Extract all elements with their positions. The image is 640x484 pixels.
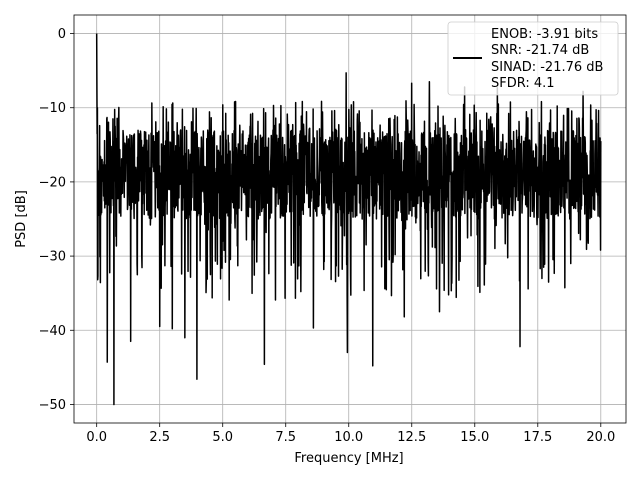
psd-series-line: [95, 33, 602, 406]
legend-box: [447, 21, 619, 96]
y-tick-label: 0: [58, 27, 66, 42]
x-tick-label: 5.0: [212, 430, 233, 445]
y-axis-label: PSD [dB]: [14, 190, 29, 248]
y-tick-label: −30: [39, 250, 66, 265]
x-tick-label: 2.5: [149, 430, 170, 445]
x-tick-label: 20.0: [586, 430, 615, 445]
x-tick-label: 0.0: [86, 430, 107, 445]
y-tick-label: −10: [39, 101, 66, 116]
x-tick-label: 15.0: [460, 430, 489, 445]
x-tick-label: 10.0: [334, 430, 363, 445]
legend: ENOB: -3.91 bits SNR: -21.74 dB SINAD: -…: [447, 21, 619, 96]
series-group: [95, 33, 602, 406]
x-tick-label: 7.5: [275, 430, 296, 445]
legend-enob: ENOB: -3.91 bits: [491, 27, 598, 42]
x-tick-label: 17.5: [523, 430, 552, 445]
x-axis-ticks: 0.0 2.5 5.0 7.5 10.0 12.5 15.0 17.5 20.0: [86, 423, 615, 445]
legend-snr: SNR: -21.74 dB: [491, 43, 589, 58]
x-axis-label: Frequency [MHz]: [294, 451, 403, 466]
legend-sinad: SINAD: -21.76 dB: [491, 60, 603, 75]
legend-sfdr: SFDR: 4.1: [491, 76, 555, 91]
y-axis-ticks: 0 −10 −20 −30 −40 −50: [39, 27, 74, 413]
plot-frame: [73, 14, 627, 424]
y-tick-label: −40: [39, 324, 66, 339]
y-tick-label: −20: [39, 175, 66, 190]
y-tick-label: −50: [39, 398, 66, 413]
x-tick-label: 12.5: [397, 430, 426, 445]
